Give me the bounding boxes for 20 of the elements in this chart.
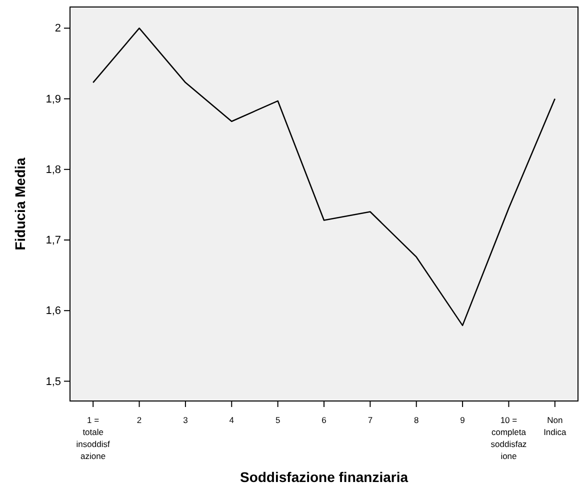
y-tick-label: 1,5 bbox=[46, 376, 61, 388]
x-tick-label: 9 bbox=[460, 415, 466, 425]
x-tick-label: 3 bbox=[183, 415, 188, 425]
y-tick-label: 1,7 bbox=[46, 234, 61, 247]
x-tick-label: 10 = completa soddisfazione bbox=[490, 415, 527, 461]
x-tick-label: 8 bbox=[414, 415, 419, 425]
x-tick-label: 5 bbox=[275, 415, 280, 425]
x-tick-label: 4 bbox=[229, 415, 234, 425]
y-axis-title: Fiducia Media bbox=[12, 158, 28, 250]
y-tick-label: 1,6 bbox=[46, 305, 61, 318]
y-tick-label: 2 bbox=[54, 22, 61, 35]
x-axis-title: Soddisfazione finanziaria bbox=[240, 469, 408, 485]
x-tick-label: 2 bbox=[136, 415, 142, 425]
x-tick-label: 6 bbox=[322, 415, 327, 425]
x-tick-label: 1 = totale insoddisfazione bbox=[76, 415, 110, 461]
x-tick-label: 7 bbox=[368, 415, 373, 425]
y-tick-label: 1,8 bbox=[46, 164, 61, 176]
y-tick-label: 1,9 bbox=[46, 93, 61, 106]
x-tick-label: Non Indica bbox=[544, 415, 567, 437]
line-series bbox=[92, 28, 556, 326]
